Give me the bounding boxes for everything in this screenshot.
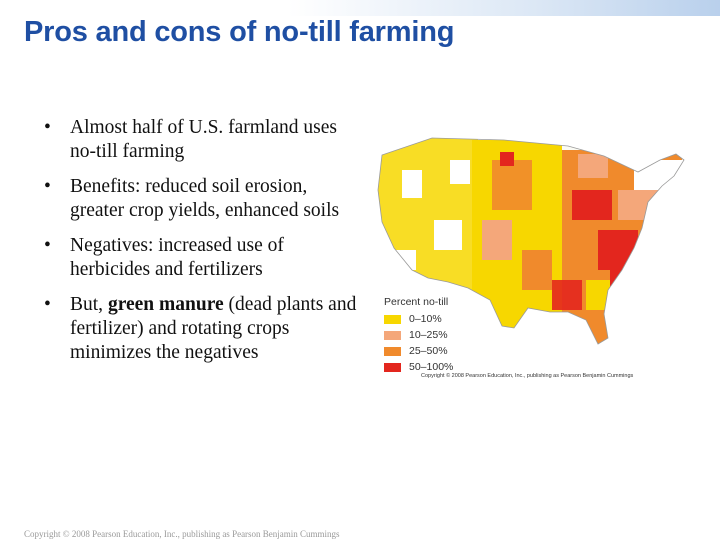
legend-label: 50–100% — [409, 361, 454, 373]
bullet-marker: • — [44, 117, 51, 138]
county-block — [500, 152, 514, 166]
legend-swatch — [384, 362, 401, 372]
map-copyright: Copyright © 2008 Pearson Education, Inc.… — [421, 373, 634, 379]
map-counties — [378, 138, 684, 344]
bullet-prefix: But, — [70, 294, 108, 315]
bullet-item: • Negatives: increased use of herbicides… — [44, 234, 362, 282]
legend-label: 10–25% — [409, 329, 448, 341]
bullet-marker: • — [44, 176, 51, 197]
county-block — [634, 160, 684, 190]
no-till-map-figure — [372, 130, 690, 386]
bullet-item: • Almost half of U.S. farmland uses no-t… — [44, 116, 362, 164]
county-block — [572, 190, 612, 220]
legend-item: 25–50% — [384, 343, 684, 359]
bullet-marker: • — [44, 235, 51, 256]
legend-item: 10–25% — [384, 327, 684, 343]
slide-title: Pros and cons of no-till farming — [24, 16, 455, 48]
legend-swatch — [384, 330, 401, 340]
bullet-suffix: (dead plants and fertilizer) and rotatin… — [70, 294, 357, 363]
green-manure-term: green manure — [107, 294, 224, 315]
county-block — [552, 280, 582, 310]
county-block — [578, 154, 608, 178]
us-outline — [377, 137, 685, 345]
footer-copyright: Copyright © 2008 Pearson Education, Inc.… — [24, 529, 340, 539]
bullet-item: • But, green manure (dead plants and fer… — [44, 293, 362, 365]
legend-swatch — [384, 314, 401, 324]
bullet-list: • Almost half of U.S. farmland uses no-t… — [44, 116, 362, 376]
map-legend: Percent no-till 0–10% 10–25% 25–50% 50–1… — [384, 296, 684, 375]
legend-swatch — [384, 346, 401, 356]
legend-label: 25–50% — [409, 345, 448, 357]
county-block — [610, 264, 634, 286]
county-block — [482, 220, 512, 260]
bullet-text: Negatives: increased use of herbicides a… — [70, 235, 284, 280]
bullet-item: • Benefits: reduced soil erosion, greate… — [44, 175, 362, 223]
title-bar-gradient — [0, 0, 720, 16]
county-block — [402, 170, 422, 198]
bullet-text: Benefits: reduced soil erosion, greater … — [70, 176, 340, 221]
bullet-text: Almost half of U.S. farmland uses no-til… — [70, 117, 338, 162]
us-no-till-map — [377, 137, 685, 345]
county-block — [450, 160, 470, 184]
legend-title: Percent no-till — [384, 296, 449, 308]
county-block — [492, 160, 532, 210]
county-block — [434, 220, 462, 250]
legend-item: 50–100% — [384, 359, 684, 375]
county-block — [618, 190, 658, 220]
county-block — [522, 250, 552, 290]
legend-label: 0–10% — [409, 313, 442, 325]
legend-item: 0–10% — [384, 311, 684, 327]
bullet-marker: • — [44, 294, 51, 315]
